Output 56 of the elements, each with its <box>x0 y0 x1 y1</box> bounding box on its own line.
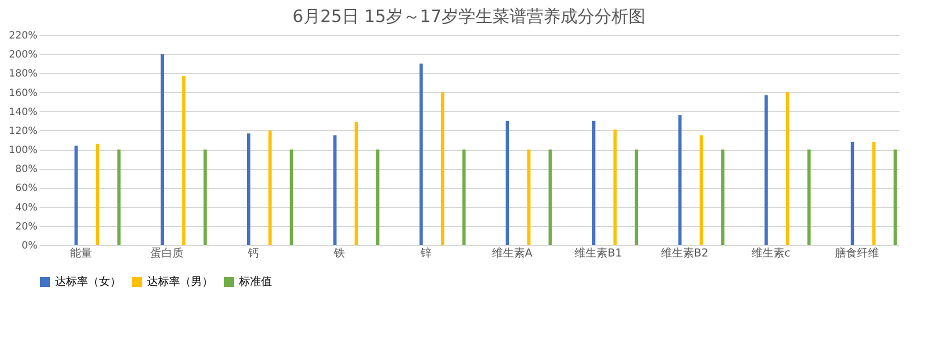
bar <box>462 150 466 245</box>
x-tick-label: 维生素A <box>492 246 533 260</box>
bar <box>592 120 596 245</box>
y-tick-label: 120% <box>8 126 38 137</box>
bar <box>420 64 423 245</box>
bar <box>786 92 790 245</box>
x-tick-label: 膳食纤维 <box>835 246 880 260</box>
y-tick-label: 140% <box>8 106 38 118</box>
x-tick-label: 维生素B1 <box>574 246 622 260</box>
bar <box>268 130 272 245</box>
bar <box>700 135 703 245</box>
bar <box>440 92 444 245</box>
bar <box>376 150 380 245</box>
bar <box>527 150 530 245</box>
bar <box>333 135 337 245</box>
y-tick-label: 220% <box>8 30 38 42</box>
x-tick-label: 锌 <box>419 246 432 260</box>
y-tick-label: 180% <box>8 68 38 80</box>
bar <box>764 95 768 245</box>
bar <box>354 122 358 245</box>
bar <box>506 120 510 245</box>
chart-title: 6月25日 15岁～17岁学生菜谱营养成分分析图 <box>292 7 646 27</box>
bar <box>721 150 724 245</box>
y-tick-label: 80% <box>15 164 38 176</box>
bar <box>182 76 186 245</box>
y-tick-label: 40% <box>15 202 38 214</box>
bar <box>548 150 552 245</box>
bar <box>613 130 617 245</box>
bar <box>290 150 294 245</box>
bar <box>850 142 854 245</box>
x-tick-label: 维生素c <box>751 246 790 260</box>
bar <box>678 115 682 245</box>
y-tick-label: 100% <box>8 145 38 156</box>
y-tick-label: 20% <box>15 221 38 232</box>
x-tick-label: 维生素B2 <box>660 246 708 260</box>
bar <box>894 150 897 245</box>
x-tick-label: 能量 <box>70 246 92 260</box>
y-tick-label: 60% <box>15 183 38 194</box>
bar <box>204 150 207 245</box>
x-tick-label: 铁 <box>333 246 346 260</box>
bar <box>807 150 811 245</box>
x-tick-label: 钙 <box>246 246 259 260</box>
bar <box>634 150 638 245</box>
legend-label: 标准值 <box>238 275 272 288</box>
bar <box>160 54 164 245</box>
bar <box>74 146 78 245</box>
y-tick-label: 0% <box>22 240 38 252</box>
y-tick-label: 200% <box>8 50 38 61</box>
bar <box>96 144 100 245</box>
bar <box>246 133 250 245</box>
x-tick-label: 蛋白质 <box>150 246 184 260</box>
bar <box>872 142 876 245</box>
legend-label: 达标率（女） <box>55 275 121 288</box>
y-tick-label: 160% <box>8 88 38 99</box>
legend-label: 达标率（男） <box>147 275 213 288</box>
bar <box>117 150 121 245</box>
